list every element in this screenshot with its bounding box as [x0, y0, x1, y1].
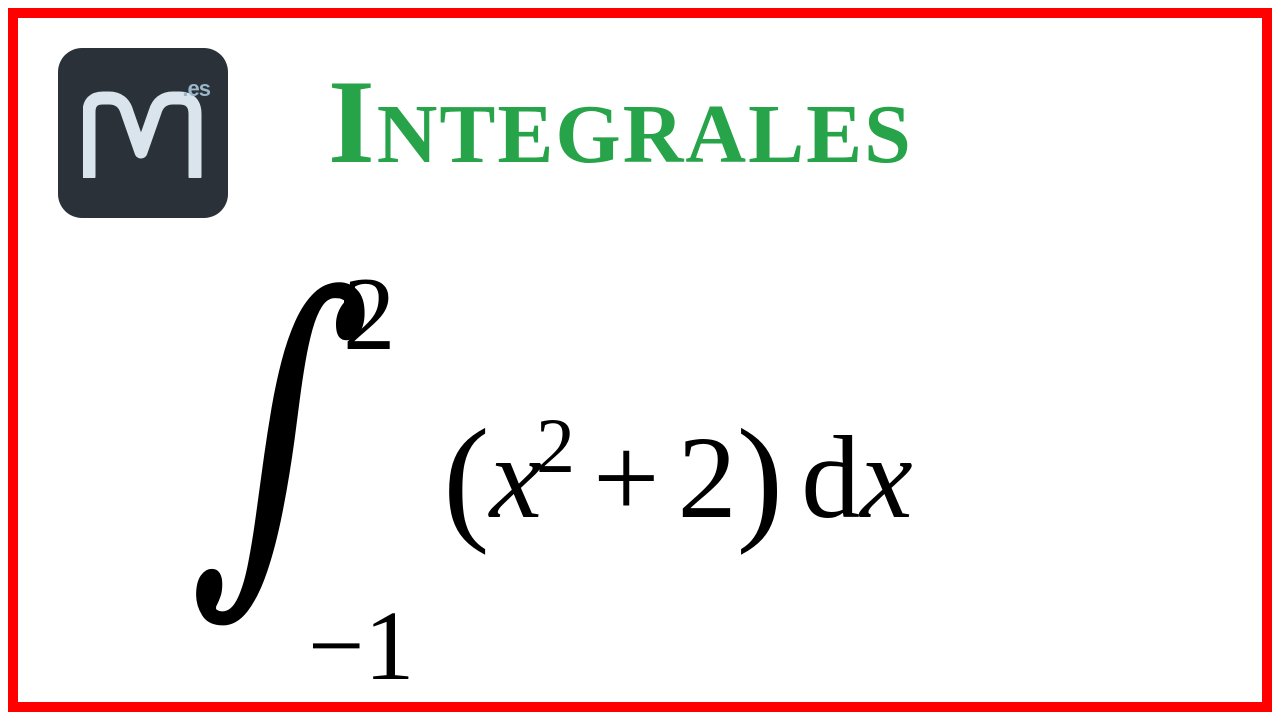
exponent: 2 [536, 402, 575, 489]
plus-operator: + [593, 412, 660, 543]
slide-frame: .es Integrales ∫ 2 −1 (x2+2)dx [8, 8, 1272, 712]
page-title: Integrales [328, 53, 913, 191]
brand-logo: .es [58, 48, 228, 218]
logo-es-text: .es [182, 76, 210, 102]
open-paren: ( [443, 401, 490, 556]
differential-d: d [801, 412, 860, 543]
constant: 2 [678, 412, 737, 543]
lower-limit: −1 [308, 588, 414, 703]
close-paren: ) [737, 401, 784, 556]
upper-limit: 2 [343, 253, 396, 374]
variable-x: x [490, 412, 542, 543]
integral-formula: ∫ 2 −1 (x2+2)dx [158, 268, 1158, 688]
differential-var: x [860, 412, 912, 543]
integrand: (x2+2)dx [443, 398, 913, 559]
